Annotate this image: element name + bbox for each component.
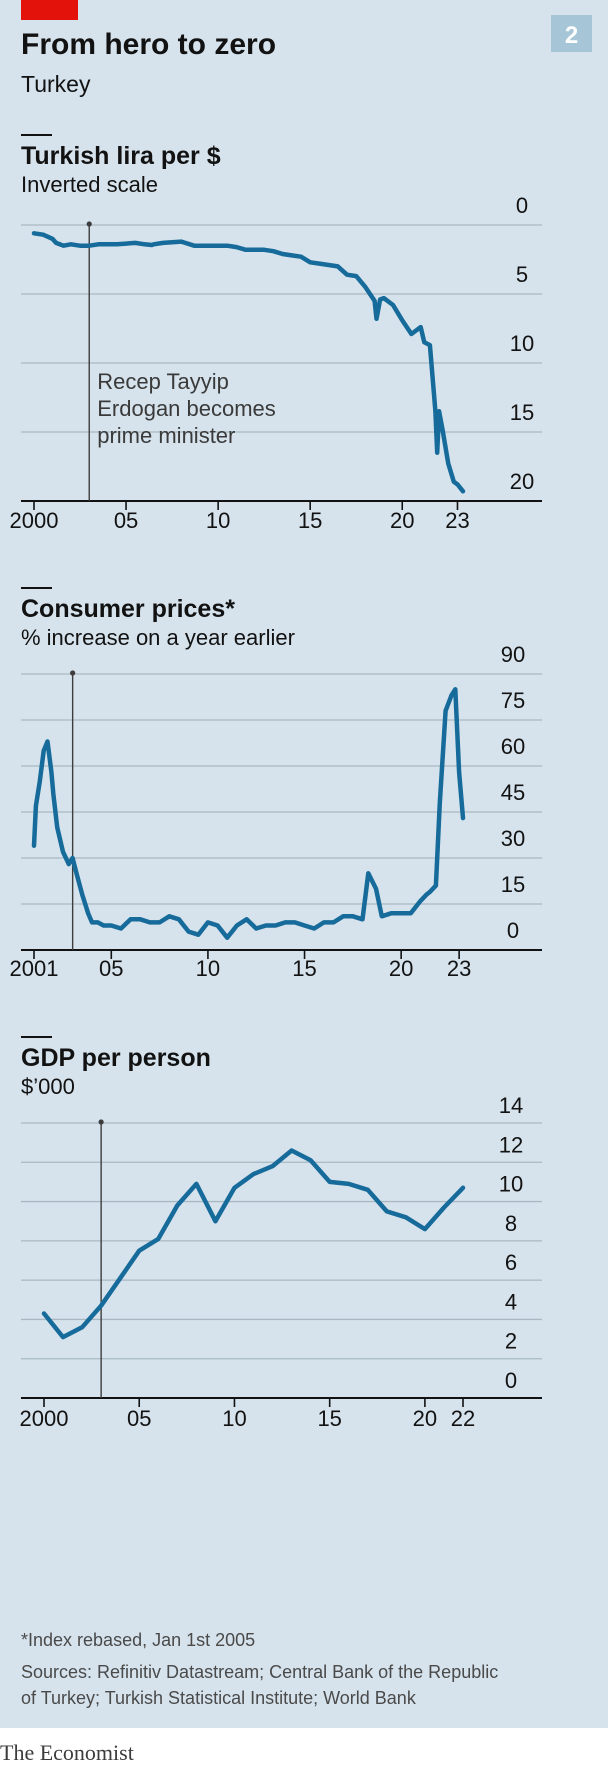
lira-chart: Turkish lira per $Inverted scale05101520…: [10, 134, 542, 533]
panel-background: [0, 0, 608, 1728]
chart-title: GDP per person: [21, 1044, 211, 1072]
y-tick-label: 10: [510, 331, 534, 356]
y-tick-label: 15: [510, 400, 534, 425]
gdp-chart: GDP per person$’000 0 2 4 6 8 10 12 14 2000 05 10 15…: [20, 1036, 542, 1431]
chart-subtitle: % increase on a year earlier: [21, 625, 295, 650]
x-tick-label: 23: [447, 956, 471, 981]
page-title: From hero to zero: [21, 28, 276, 61]
x-tick-label: 22: [451, 1406, 475, 1431]
chart-subtitle: Inverted scale: [21, 172, 158, 197]
turkish-lira-per-series: [31, 231, 466, 494]
y-tick-label: 0: [507, 918, 519, 943]
y-tick-label: 15: [501, 872, 525, 897]
x-tick-label: 20: [413, 1406, 437, 1431]
x-tick-label: 05: [114, 508, 138, 533]
x-tick-label: 15: [298, 508, 322, 533]
x-tick-label: 10: [222, 1406, 246, 1431]
figure-number: 2: [565, 22, 578, 49]
x-tick-label: 10: [206, 508, 230, 533]
page-subtitle: Turkey: [21, 71, 91, 97]
x-tick-label: 20: [390, 508, 414, 533]
event-marker-dot: [98, 1119, 104, 1125]
x-tick-label: 15: [317, 1406, 341, 1431]
chart-title: Turkish lira per $: [21, 142, 221, 170]
sources-line-2: of Turkey; Turkish Statistical Institute…: [21, 1688, 417, 1708]
y-tick-label: 0: [516, 193, 528, 218]
x-tick-label: 2000: [10, 508, 59, 533]
y-tick-label: 0: [505, 1368, 517, 1393]
annotation-line: prime minister: [97, 423, 235, 448]
annotation-line: Erdogan becomes: [97, 396, 276, 421]
chart-title: Consumer prices*: [21, 595, 235, 623]
x-tick-label: 23: [445, 508, 469, 533]
x-tick-label: 15: [292, 956, 316, 981]
y-tick-label: 2: [505, 1329, 517, 1354]
x-tick-label: 2001: [10, 956, 59, 981]
y-tick-label: 4: [505, 1289, 517, 1314]
y-tick-label: 20: [510, 469, 534, 494]
gdp-per-person-series: [41, 1148, 466, 1340]
consumer-prices-series: [31, 687, 466, 940]
sources-line-1: Sources: Refinitiv Datastream; Central B…: [21, 1662, 498, 1682]
y-tick-label: 6: [505, 1250, 517, 1275]
event-marker-dot: [70, 670, 76, 676]
y-tick-label: 30: [501, 826, 525, 851]
figure-number-badge: [551, 15, 592, 52]
event-marker-dot: [86, 221, 92, 227]
accent-tag: [21, 0, 78, 20]
y-tick-label: 14: [499, 1093, 523, 1118]
y-tick-label: 45: [501, 780, 525, 805]
x-tick-label: 10: [196, 956, 220, 981]
x-tick-label: 05: [99, 956, 123, 981]
y-tick-label: 10: [499, 1172, 523, 1197]
x-tick-label: 2000: [20, 1406, 69, 1431]
brand-logo: The Economist: [0, 1740, 134, 1765]
annotation-line: Recep Tayyip: [97, 369, 229, 394]
y-tick-label: 12: [499, 1132, 523, 1157]
x-tick-label: 05: [127, 1406, 151, 1431]
y-tick-label: 60: [501, 734, 525, 759]
x-tick-label: 20: [389, 956, 413, 981]
y-tick-label: 75: [501, 688, 525, 713]
y-tick-label: 8: [505, 1211, 517, 1236]
y-tick-label: 5: [516, 262, 528, 287]
inflation-chart: Consumer prices*% increase on a year ear…: [10, 587, 542, 981]
y-tick-label: 90: [501, 642, 525, 667]
chart-subtitle: $’000: [21, 1074, 75, 1099]
footnote: *Index rebased, Jan 1st 2005: [21, 1630, 255, 1650]
